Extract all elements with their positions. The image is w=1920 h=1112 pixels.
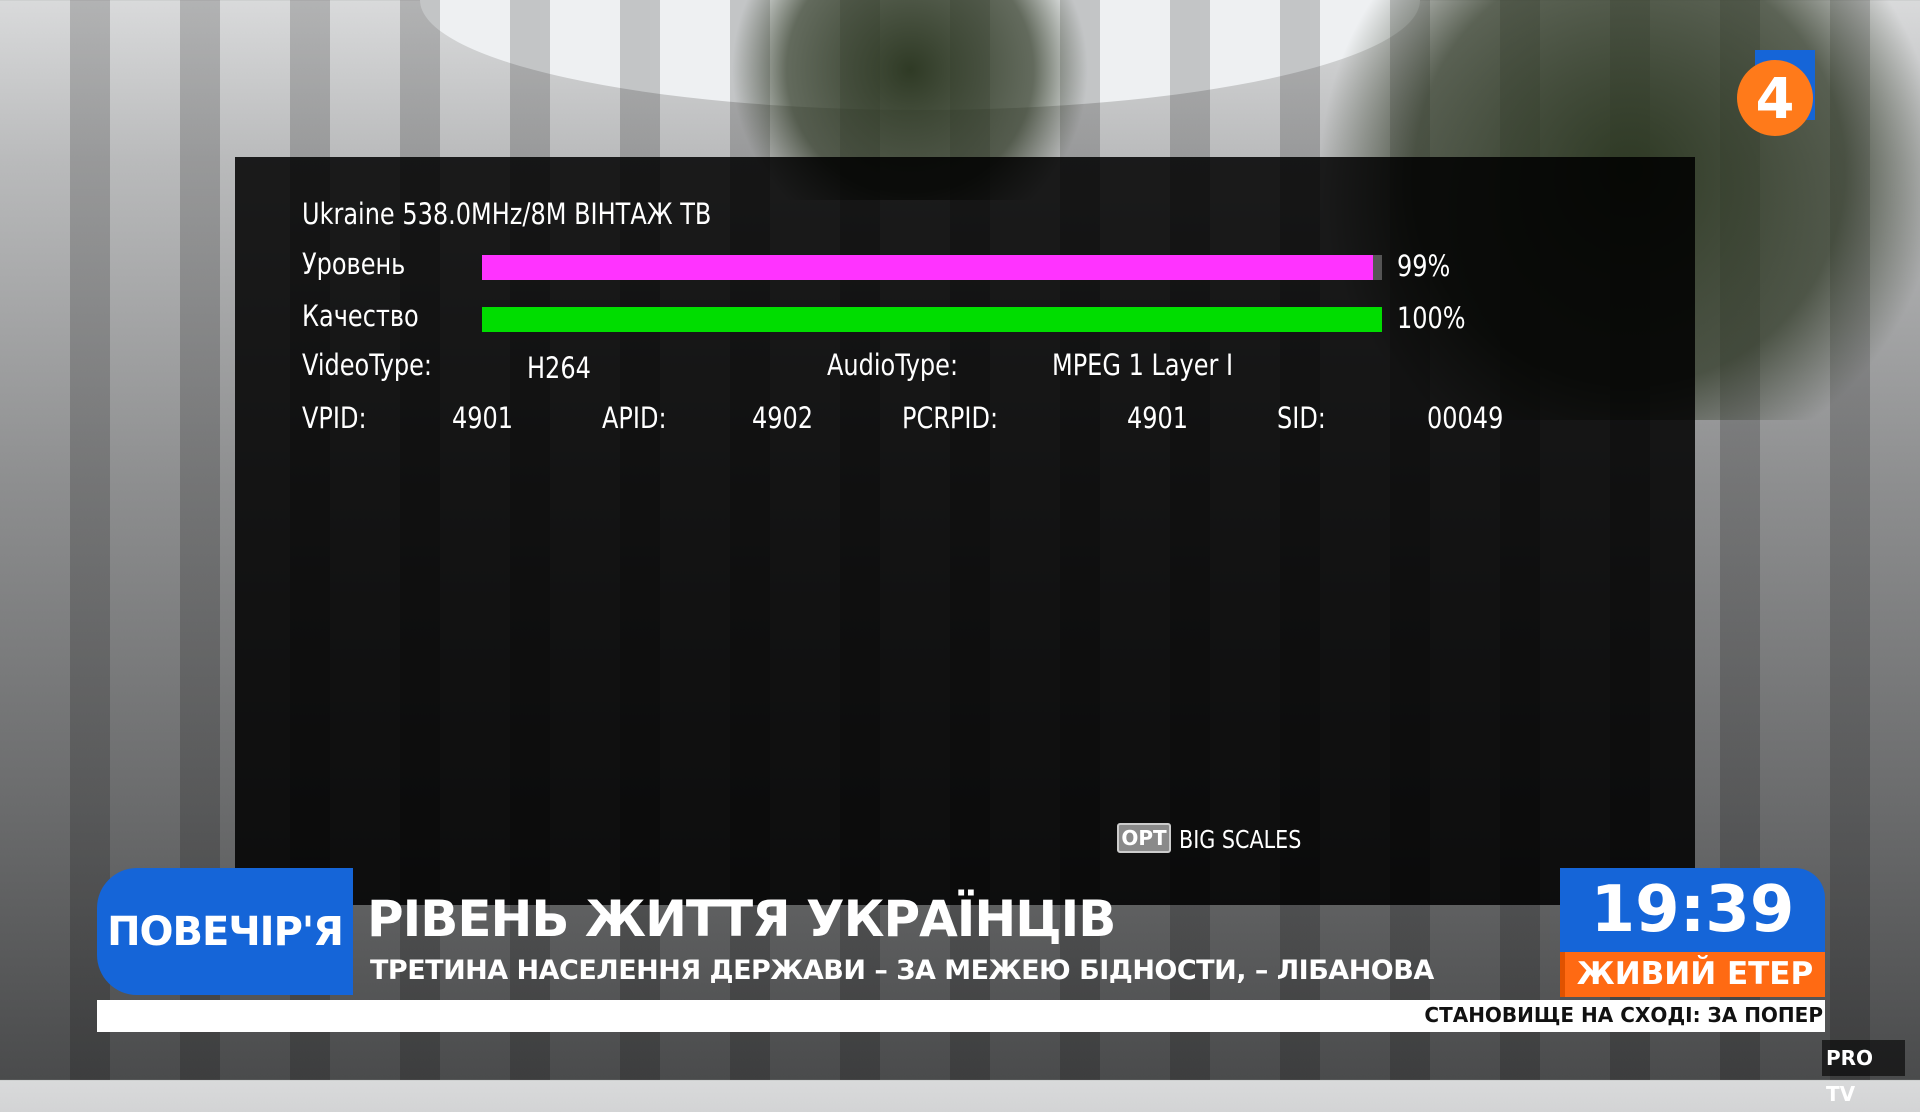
vpid-label: VPID:: [302, 401, 367, 435]
quality-value: 100%: [1397, 301, 1466, 335]
news-headline: РІВЕНЬ ЖИТТЯ УКРАЇНЦІВ: [367, 890, 1116, 948]
big-scales-label[interactable]: BIG SCALES: [1179, 825, 1302, 854]
clock: 19:39: [1560, 868, 1825, 952]
pcrpid-label: PCRPID:: [902, 401, 999, 435]
channel-4-logo: 4: [1737, 50, 1815, 136]
quality-bar: [482, 307, 1382, 332]
level-bar-fill: [482, 255, 1373, 280]
news-ticker: СТАНОВИЩЕ НА СХОДІ: ЗА ПОПЕР: [97, 1000, 1825, 1032]
quality-bar-fill: [482, 307, 1382, 332]
apid-label: APID:: [602, 401, 667, 435]
signal-info-panel: [235, 157, 1695, 905]
apid-value: 4902: [752, 401, 814, 435]
level-value: 99%: [1397, 249, 1451, 283]
sid-label: SID:: [1277, 401, 1326, 435]
level-bar: [482, 255, 1382, 280]
show-name-box: ПОВЕЧІР'Я: [97, 868, 353, 995]
opt-key-button[interactable]: OPT: [1117, 823, 1171, 853]
channel-title: Ukraine 538.0MHz/8M ВІНТАЖ ТВ: [302, 197, 712, 231]
video-type-label: VideoType:: [302, 348, 433, 382]
video-type-value: H264: [527, 351, 591, 385]
quality-label: Качество: [302, 299, 419, 333]
pcrpid-value: 4901: [1127, 401, 1189, 435]
vpid-value: 4901: [452, 401, 514, 435]
level-label: Уровень: [302, 247, 406, 281]
svg-text:4: 4: [1756, 67, 1795, 132]
ticker-text: СТАНОВИЩЕ НА СХОДІ: ЗА ПОПЕР: [1424, 1003, 1823, 1027]
protv-watermark: PRO TV: [1822, 1040, 1905, 1106]
audio-type-label: AudioType:: [827, 348, 959, 382]
audio-type-value: MPEG 1 Layer I: [1052, 348, 1234, 382]
live-badge: ЖИВИЙ ЕТЕР: [1560, 952, 1825, 997]
sid-value: 00049: [1427, 401, 1504, 435]
news-subheadline: ТРЕТИНА НАСЕЛЕННЯ ДЕРЖАВИ – ЗА МЕЖЕЮ БІД…: [370, 955, 1434, 986]
